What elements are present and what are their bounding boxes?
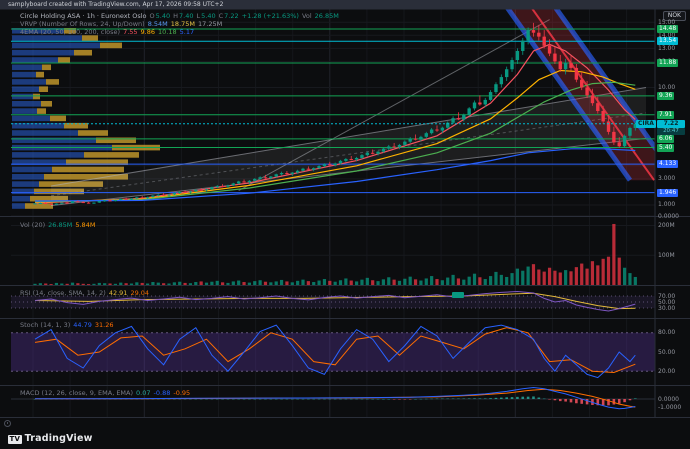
title-bar: samplyboard created with TradingView.com… — [0, 0, 690, 9]
